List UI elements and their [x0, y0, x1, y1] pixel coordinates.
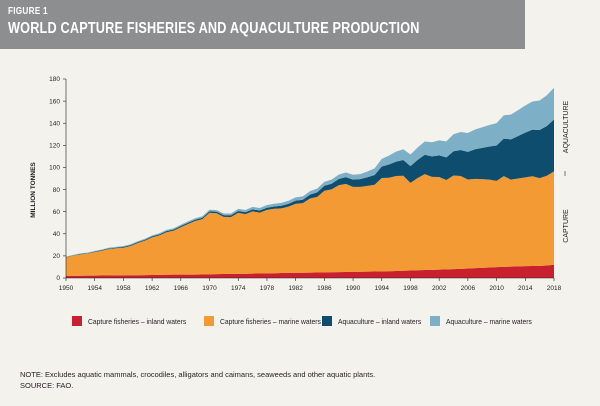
legend-swatch-aqua-marine — [430, 316, 440, 326]
note-text: NOTE: Excludes aquatic mammals, crocodil… — [20, 370, 376, 379]
x-tick-label: 1970 — [202, 285, 217, 292]
x-tick-label: 1958 — [116, 285, 131, 292]
legend-label-capture-inland: Capture fisheries – inland waters — [88, 316, 187, 326]
legend-swatch-capture-marine — [204, 316, 214, 326]
area-series-group — [66, 87, 554, 278]
legend-label-capture-marine: Capture fisheries – marine waters — [220, 316, 321, 326]
x-tick-label: 1982 — [288, 285, 303, 292]
figure-label: FIGURE 1 — [8, 6, 48, 17]
y-tick-label: 20 — [53, 253, 61, 260]
footnote: NOTE: Excludes aquatic mammals, crocodil… — [20, 369, 375, 391]
x-tick-label: 1950 — [59, 285, 74, 292]
x-tick-label: 1994 — [375, 285, 390, 292]
x-ticks-group: 1950 1954 1958 1962 1966 1970 1974 1978 1982 1986… — [59, 278, 562, 292]
legend-item-aqua-inland: Aquaculture – inland waters — [322, 316, 431, 326]
y-tick-label: 180 — [49, 76, 60, 83]
y-tick-label: 140 — [49, 120, 60, 127]
y-axis-label: MILLION TONNES — [30, 162, 37, 218]
axes-group — [65, 79, 554, 279]
y-tick-label: 160 — [49, 98, 60, 105]
legend-swatch-capture-inland — [72, 316, 82, 326]
x-tick-label: 2006 — [461, 285, 476, 292]
x-tick-label: 2018 — [547, 285, 562, 292]
y-tick-label: 40 — [53, 231, 61, 238]
area-aqua-inland — [66, 119, 554, 258]
y-tick-label: 60 — [53, 209, 61, 216]
y-tick-label: 100 — [49, 165, 60, 172]
x-tick-label: 1998 — [403, 285, 418, 292]
right-side-labels: AQUACULTURE CAPTURE — [563, 100, 570, 242]
figure-header: FIGURE 1 WORLD CAPTURE FISHERIES AND AQU… — [0, 0, 525, 49]
x-tick-label: 1974 — [231, 285, 246, 292]
x-tick-label: 1986 — [317, 285, 332, 292]
y-tick-label: 0 — [56, 275, 60, 282]
legend-swatch-aqua-inland — [322, 316, 332, 326]
x-tick-label: 1962 — [145, 285, 160, 292]
source-text: SOURCE: FAO. — [20, 381, 74, 390]
right-label-capture: CAPTURE — [563, 209, 570, 243]
x-tick-label: 1990 — [346, 285, 361, 292]
figure-title: WORLD CAPTURE FISHERIES AND AQUACULTURE … — [8, 20, 420, 37]
legend-label-aqua-marine: Aquaculture – marine waters — [446, 316, 532, 326]
legend-item-capture-inland: Capture fisheries – inland waters — [72, 316, 197, 326]
legend-item-capture-marine: Capture fisheries – marine waters — [204, 316, 332, 326]
x-tick-label: 1978 — [260, 285, 275, 292]
x-tick-label: 1966 — [174, 285, 189, 292]
y-tick-label: 120 — [49, 143, 60, 150]
x-tick-label: 2014 — [518, 285, 533, 292]
y-tick-label: 80 — [53, 187, 61, 194]
area-capture-marine — [66, 171, 554, 277]
right-label-aquaculture: AQUACULTURE — [563, 100, 570, 153]
x-tick-label: 1954 — [87, 285, 102, 292]
y-ticks-group: 0 20 40 60 80 100 120 140 160 180 — [49, 76, 66, 282]
x-tick-label: 2002 — [432, 285, 447, 292]
legend-label-aqua-inland: Aquaculture – inland waters — [338, 316, 422, 326]
x-tick-label: 2010 — [489, 285, 504, 292]
legend-item-aqua-marine: Aquaculture – marine waters — [430, 316, 541, 326]
legend: Capture fisheries – inland waters Captur… — [72, 316, 572, 330]
area-capture-inland — [66, 264, 554, 278]
